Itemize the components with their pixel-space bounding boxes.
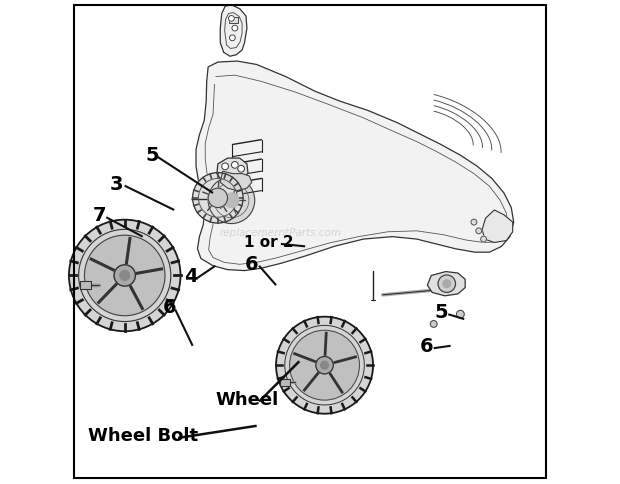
Polygon shape [196,62,514,271]
Circle shape [222,164,229,170]
Circle shape [438,275,456,293]
Text: 6: 6 [245,254,259,273]
Circle shape [114,265,135,287]
Circle shape [208,189,228,208]
Circle shape [290,331,360,400]
Circle shape [193,173,243,224]
Polygon shape [220,172,252,191]
Circle shape [232,26,237,32]
Circle shape [443,280,451,288]
Circle shape [276,317,373,414]
Text: 3: 3 [109,174,123,194]
Circle shape [471,220,477,226]
Text: 5: 5 [146,145,159,165]
Circle shape [69,220,180,332]
Circle shape [229,16,234,22]
Circle shape [321,362,329,369]
Circle shape [237,166,244,173]
Circle shape [476,228,482,234]
Text: 6: 6 [420,336,433,356]
Circle shape [456,311,464,318]
Circle shape [208,178,255,224]
Circle shape [229,36,236,42]
Circle shape [224,194,239,208]
Circle shape [120,271,130,281]
Polygon shape [217,159,248,185]
Circle shape [480,237,487,242]
Polygon shape [482,211,513,243]
Polygon shape [427,272,465,296]
Text: 1 or 2: 1 or 2 [244,235,294,249]
Text: replacemerntParts.com: replacemerntParts.com [220,227,342,237]
Bar [79,282,91,289]
Text: Wheel: Wheel [215,390,278,408]
Bar [229,18,237,24]
Circle shape [231,162,238,169]
Text: 5: 5 [434,302,448,322]
Circle shape [430,321,437,328]
Circle shape [84,236,165,316]
Circle shape [316,357,334,374]
Polygon shape [220,6,247,57]
Bar [280,379,290,386]
Text: 4: 4 [184,266,198,286]
Text: Wheel Bolt: Wheel Bolt [87,426,198,445]
Text: 7: 7 [92,206,106,225]
Text: 6: 6 [162,298,176,317]
